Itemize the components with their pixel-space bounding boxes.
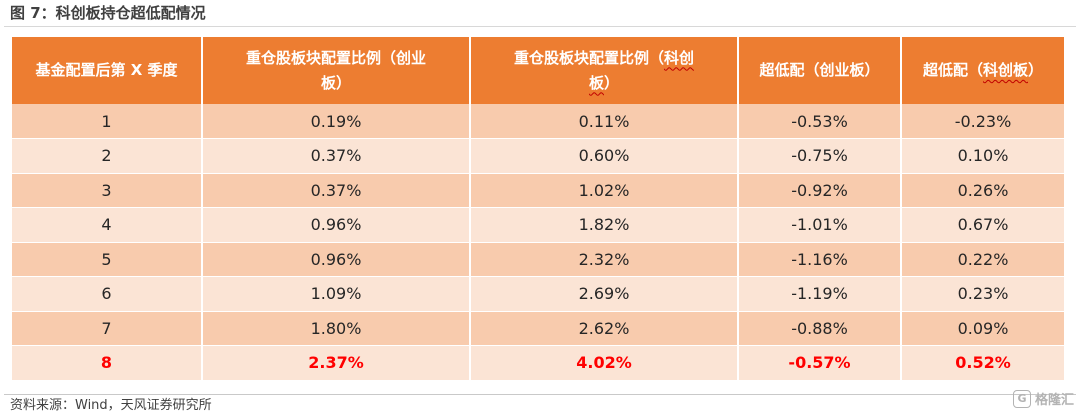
table-row: 7 1.80% 2.62% -0.88% 0.09% (12, 311, 1064, 346)
header-star-weight-underlined-2: 板 (588, 73, 604, 92)
allocation-table: 基金配置后第 X 季度 重仓股板块配置比例（创业 板） 重仓股板块配置比例（科创… (12, 37, 1064, 381)
cell-star-excess: 0.23% (901, 276, 1064, 312)
cell-quarter: 7 (12, 311, 203, 346)
cell-quarter: 1 (12, 104, 203, 139)
cell-quarter: 4 (12, 207, 203, 243)
cell-chinext-weight: 2.37% (202, 345, 471, 381)
table-row: 8 2.37% 4.02% -0.57% 0.52% (12, 345, 1064, 381)
cell-star-excess: 0.22% (901, 242, 1064, 277)
cell-quarter: 2 (12, 138, 203, 174)
header-quarter-label: 基金配置后第 X 季度 (35, 61, 178, 79)
table-row: 1 0.19% 0.11% -0.53% -0.23% (12, 104, 1064, 139)
cell-chinext-weight: 1.09% (202, 276, 471, 312)
cell-star-excess: 0.10% (901, 138, 1064, 174)
cell-star-excess: 0.67% (901, 207, 1064, 243)
cell-chinext-excess: -0.92% (738, 173, 902, 208)
cell-star-weight: 0.11% (470, 104, 739, 139)
cell-chinext-weight: 0.96% (202, 242, 471, 277)
title-divider (4, 26, 1076, 27)
cell-star-weight: 2.62% (470, 311, 739, 346)
cell-chinext-weight: 0.37% (202, 138, 471, 174)
header-star-weight-line1: 重仓股板块配置比例（ (513, 48, 664, 67)
header-chinext-excess: 超低配（创业板） (738, 37, 902, 104)
cell-chinext-excess: -0.57% (738, 345, 902, 381)
header-star-excess: 超低配（科创板） (901, 37, 1064, 104)
header-star-weight-line2: ） (604, 73, 620, 92)
cell-chinext-excess: -0.75% (738, 138, 902, 174)
header-star-excess-underlined: 科创板 (982, 61, 1028, 79)
source-note: 资料来源：Wind，天风证券研究所 (10, 398, 212, 413)
source-divider (4, 394, 1076, 395)
watermark-text: 格隆汇 (1034, 393, 1074, 408)
cell-chinext-excess: -1.01% (738, 207, 902, 243)
header-chinext-weight-line2: 板） (320, 73, 351, 92)
header-quarter: 基金配置后第 X 季度 (12, 37, 203, 104)
header-star-excess-suffix: ） (1028, 61, 1044, 79)
cell-star-weight: 4.02% (470, 345, 739, 381)
cell-chinext-excess: -0.88% (738, 311, 902, 346)
header-star-weight-underlined-1: 科创 (664, 48, 695, 67)
cell-chinext-weight: 0.96% (202, 207, 471, 243)
header-star-weight: 重仓股板块配置比例（科创 板） (470, 37, 739, 104)
cell-star-weight: 1.82% (470, 207, 739, 243)
header-star-excess-prefix: 超低配（ (922, 61, 983, 79)
cell-chinext-weight: 0.19% (202, 104, 471, 139)
table-row: 2 0.37% 0.60% -0.75% 0.10% (12, 138, 1064, 174)
header-chinext-weight: 重仓股板块配置比例（创业 板） (202, 37, 471, 104)
watermark: G 格隆汇 (1012, 389, 1074, 408)
header-chinext-excess-label: 超低配（创业板） (759, 61, 880, 79)
cell-star-excess: -0.23% (901, 104, 1064, 139)
cell-star-weight: 1.02% (470, 173, 739, 208)
cell-chinext-excess: -1.19% (738, 276, 902, 312)
cell-chinext-excess: -0.53% (738, 104, 902, 139)
header-chinext-weight-line1: 重仓股板块配置比例（创业 (245, 48, 426, 67)
table-header-row: 基金配置后第 X 季度 重仓股板块配置比例（创业 板） 重仓股板块配置比例（科创… (12, 37, 1064, 104)
cell-star-excess: 0.26% (901, 173, 1064, 208)
cell-chinext-excess: -1.16% (738, 242, 902, 277)
table-row: 3 0.37% 1.02% -0.92% 0.26% (12, 173, 1064, 208)
table-body: 1 0.19% 0.11% -0.53% -0.23% 2 0.37% 0.60% -0.75%… (12, 104, 1064, 381)
cell-star-excess: 0.09% (901, 311, 1064, 346)
table-row: 4 0.96% 1.82% -1.01% 0.67% (12, 207, 1064, 243)
cell-star-weight: 0.60% (470, 138, 739, 174)
cell-quarter: 8 (12, 345, 203, 381)
table-row: 5 0.96% 2.32% -1.16% 0.22% (12, 242, 1064, 277)
gelonghui-logo-icon: G (1012, 389, 1031, 408)
cell-star-weight: 2.32% (470, 242, 739, 277)
table-row: 6 1.09% 2.69% -1.19% 0.23% (12, 276, 1064, 312)
cell-quarter: 5 (12, 242, 203, 277)
cell-chinext-weight: 1.80% (202, 311, 471, 346)
cell-quarter: 3 (12, 173, 203, 208)
cell-quarter: 6 (12, 276, 203, 312)
cell-star-weight: 2.69% (470, 276, 739, 312)
cell-star-excess: 0.52% (901, 345, 1064, 381)
figure-title: 图 7：科创板持仓超低配情况 (10, 4, 206, 22)
cell-chinext-weight: 0.37% (202, 173, 471, 208)
